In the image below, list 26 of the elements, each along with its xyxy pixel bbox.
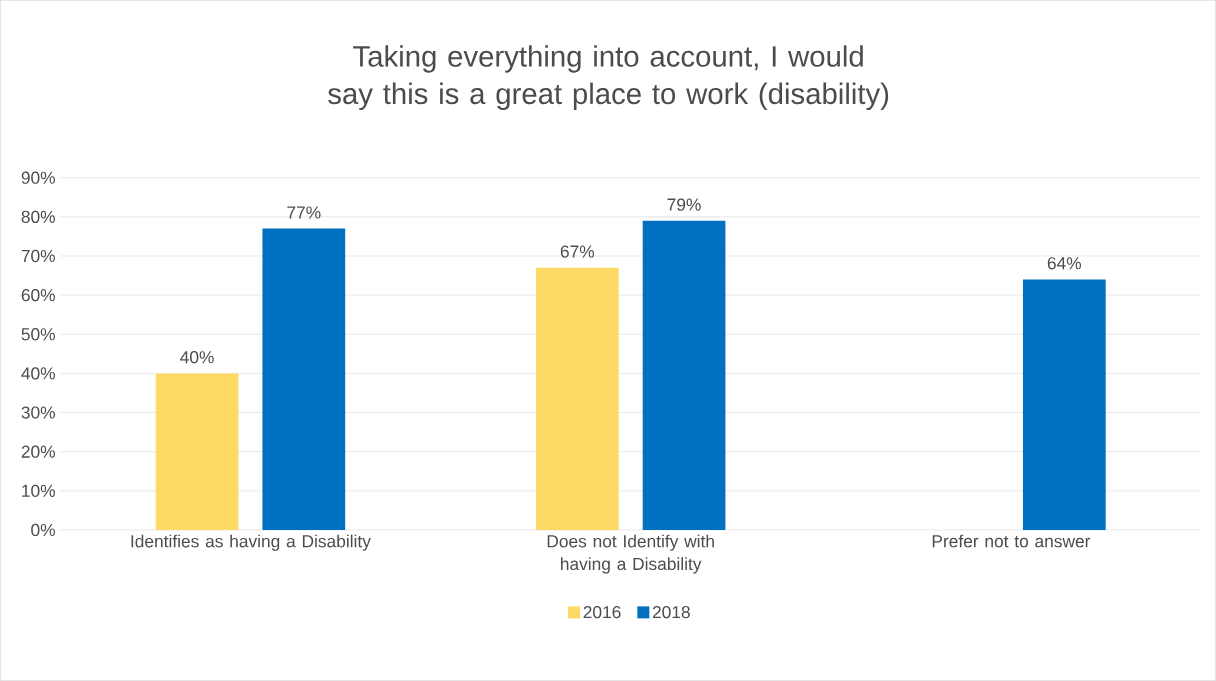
y-tick-label: 20% [21, 445, 55, 458]
x-tick-label: Prefer not to answer [932, 534, 1091, 548]
data-label: 64% [1047, 257, 1082, 270]
bar [262, 228, 346, 530]
y-tick-label: 70% [21, 249, 55, 263]
data-label: 77% [287, 206, 321, 219]
y-tick-label: 60% [21, 289, 55, 302]
legend-label: 2018 [652, 605, 690, 619]
bar [155, 373, 239, 530]
x-tick-label: Does not Identify with having a Disability [547, 534, 714, 574]
y-tick-label: 80% [21, 210, 55, 224]
legend-label: 2016 [583, 605, 621, 619]
bar [642, 220, 726, 530]
y-tick-label: 90% [21, 171, 55, 184]
y-tick-label: 50% [21, 328, 55, 341]
x-tick-label: Identifies as having a Disability [131, 534, 371, 551]
data-label: 79% [667, 198, 701, 211]
y-tick-label: 10% [22, 484, 55, 497]
y-tick-label: 30% [21, 406, 55, 419]
y-tick-label: 40% [21, 367, 55, 380]
bar [1022, 279, 1106, 530]
data-label: 67% [560, 245, 595, 258]
bar [535, 267, 619, 530]
chart-title: Taking everything into account, I would say this is a great place to work (disability) [328, 45, 889, 111]
y-tick-label: 0% [31, 523, 55, 537]
data-label: 40% [180, 351, 214, 364]
